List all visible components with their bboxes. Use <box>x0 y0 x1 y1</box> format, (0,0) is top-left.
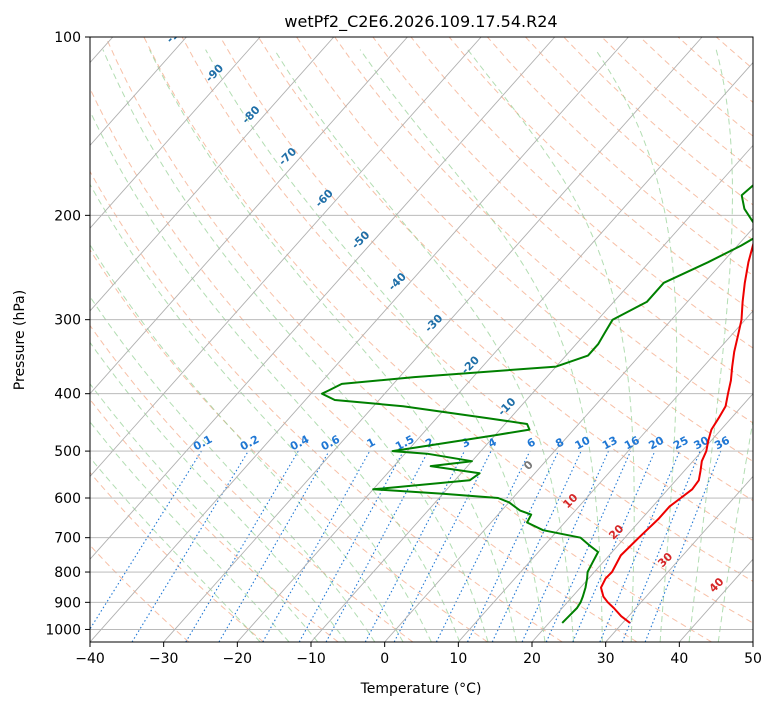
mixing-ratio-line <box>298 450 404 642</box>
moist-adiabat-line <box>90 456 261 642</box>
isotherm-line <box>90 37 335 312</box>
moist-adiabat-line <box>90 295 376 642</box>
dry-adiabat-line <box>90 398 339 642</box>
dry-adiabat-line <box>90 87 638 642</box>
y-axis: 1000 900 800 700 600 500 400 300 200 100 <box>45 30 90 638</box>
dry-adiabat-line <box>372 37 753 386</box>
isotherm-line <box>90 37 187 147</box>
dry-adiabat-line <box>90 170 563 642</box>
x-tick-label: −30 <box>149 651 179 667</box>
dry-adiabat-line <box>410 37 753 349</box>
dry-adiabat-line <box>105 37 712 642</box>
dry-adiabat-line <box>90 544 190 642</box>
mixing-ratio-line <box>467 450 559 642</box>
profile-lines <box>321 184 753 624</box>
y-tick-label: 500 <box>54 444 81 460</box>
moist-adiabat-line <box>467 49 635 642</box>
isotherm-line <box>90 37 408 395</box>
mixing-ratio-label: 36 <box>712 434 732 453</box>
y-tick-label: 800 <box>54 565 81 581</box>
isotherm-line <box>90 37 261 229</box>
y-tick-label: 300 <box>54 313 81 329</box>
y-axis-label: Pressure (hPa) <box>12 290 28 390</box>
moist-adiabat-line <box>90 243 404 642</box>
mixing-ratio-line <box>262 450 371 642</box>
background-lines <box>90 37 753 642</box>
x-tick-label: 10 <box>449 651 467 667</box>
mixing-ratio-line <box>131 450 249 642</box>
isotherm-line <box>236 61 753 642</box>
dry-adiabat-line <box>448 37 753 313</box>
y-tick-label: 100 <box>54 30 81 46</box>
isotherm-line <box>457 310 753 642</box>
mixing-ratio-label: 16 <box>622 434 642 453</box>
dry-adiabat-line <box>90 471 264 642</box>
dry-adiabat-line <box>143 37 753 624</box>
dry-adiabat-line <box>296 37 753 462</box>
mixing-ratio-line <box>521 450 609 642</box>
isotherm-line <box>310 144 753 642</box>
isotherm-line <box>531 393 753 642</box>
x-tick-label: −40 <box>75 651 105 667</box>
y-tick-label: 1000 <box>45 622 81 638</box>
y-tick-label: 200 <box>54 208 81 224</box>
moist-adiabat-line <box>273 49 575 642</box>
x-tick-label: 0 <box>380 651 389 667</box>
mixing-ratio-label: 10 <box>573 434 593 453</box>
x-axis: −40 −30 −20 −10 0 10 20 30 40 50 <box>75 642 762 667</box>
plot-frame <box>89 36 754 643</box>
y-tick-label: 400 <box>54 387 81 403</box>
mixing-ratio-line <box>90 450 202 630</box>
mixing-ratio-line <box>325 450 429 642</box>
x-tick-label: 30 <box>597 651 615 667</box>
isotherm-line <box>90 37 556 560</box>
x-tick-label: 50 <box>744 651 762 667</box>
x-tick-label: −20 <box>223 651 253 667</box>
moist-adiabat-line <box>149 49 517 642</box>
x-tick-label: 40 <box>670 651 688 667</box>
moist-adiabat-line <box>90 341 347 642</box>
chart-title: wetPf2_C2E6.2026.109.17.54.R24 <box>284 12 557 32</box>
moist-adiabat-line <box>717 417 753 642</box>
isotherm-line <box>163 37 703 642</box>
x-tick-label: 20 <box>523 651 541 667</box>
x-axis-label: Temperature (°C) <box>360 681 482 697</box>
y-tick-label: 600 <box>54 491 81 507</box>
mixing-ratio-line <box>572 450 656 642</box>
mixing-ratio-line <box>491 450 582 642</box>
mixing-ratio-line <box>218 450 330 642</box>
mixing-ratio-label: 20 <box>646 434 666 453</box>
x-tick-label: −10 <box>296 651 326 667</box>
moist-adiabat-line <box>688 49 734 642</box>
isotherm-line <box>384 227 753 642</box>
isotherm-line <box>90 37 482 478</box>
isotherm-line <box>90 37 629 642</box>
moist-adiabat-line <box>205 49 546 642</box>
y-tick-label: 700 <box>54 531 81 547</box>
moist-adiabat-line <box>102 49 489 642</box>
mixing-ratio-line <box>185 450 299 642</box>
isotherm-line <box>605 475 753 642</box>
mixing-ratio-line <box>545 450 632 642</box>
mixing-ratio-label: 25 <box>671 434 691 453</box>
dry-adiabat-line <box>90 248 488 642</box>
mixing-ratio-line <box>435 450 531 642</box>
dry-adiabat-line <box>334 37 753 424</box>
mixing-ratio-label: 13 <box>600 434 620 453</box>
dewpoint-profile-line <box>321 184 753 624</box>
moist-adiabat-line <box>90 110 461 642</box>
mixing-ratio-line <box>599 450 681 642</box>
grid-lines <box>90 37 753 642</box>
y-tick-label: 900 <box>54 595 81 611</box>
temperature-profile-line <box>600 241 753 624</box>
moist-adiabat-line <box>90 183 432 642</box>
